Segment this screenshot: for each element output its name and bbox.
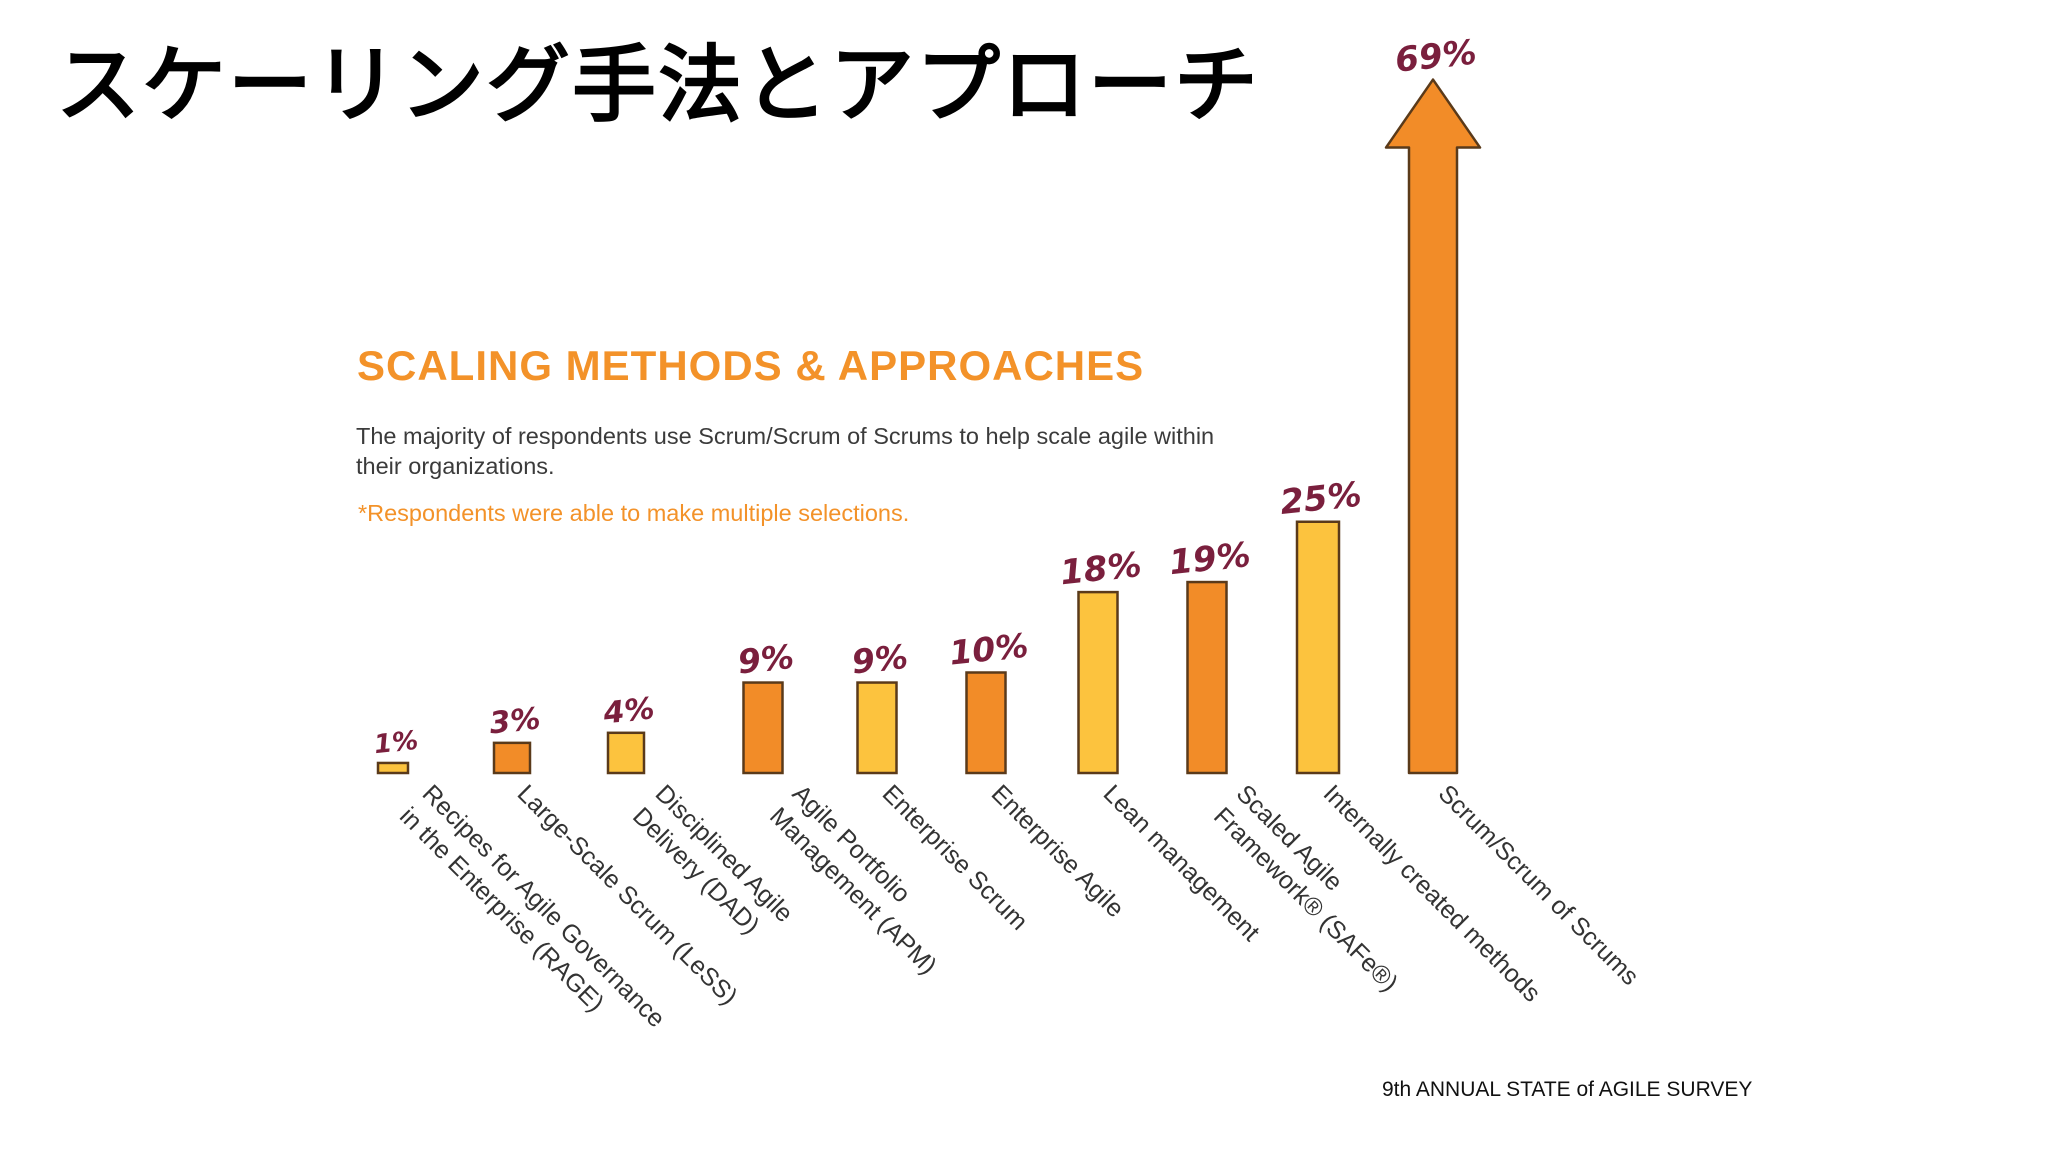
bar-5 [965,671,1007,775]
chart-subtitle: The majority of respondents use Scrum/Sc… [356,423,1215,479]
value-label-3: 9% [736,637,796,682]
category-label-line: Scrum/Scrum of Scrums [1433,779,1644,990]
category-label-line: Internally created methods [1318,779,1546,1007]
bar-0 [376,761,410,775]
value-label-2: 4% [601,691,656,731]
bar-7 [1186,580,1228,775]
category-label-9: Scrum/Scrum of Scrums [1433,779,1644,990]
bar-3 [742,681,784,775]
bar-1 [492,741,532,775]
value-label-1: 3% [488,701,542,741]
bar-8 [1295,520,1341,775]
value-label-7: 19% [1167,535,1252,583]
value-label-8: 25% [1278,475,1363,523]
slide-title: スケーリング手法とアプローチ [56,36,1261,134]
chart-title: SCALING METHODS & APPROACHES [357,342,1145,389]
value-label-5: 10% [947,626,1030,673]
bar-4 [856,681,898,775]
bar-6 [1077,590,1119,775]
bar-arrow-9 [1384,78,1482,775]
source-note: 9th ANNUAL STATE of AGILE SURVEY [1382,1078,1753,1101]
bar-2 [606,731,646,775]
value-label-0: 1% [373,726,420,760]
value-label-4: 9% [850,637,910,682]
value-label-6: 18% [1058,545,1143,593]
value-label-9: 69% [1393,32,1478,80]
category-label-8: Internally created methods [1318,779,1546,1007]
chart-note: *Respondents were able to make multiple … [358,500,910,526]
